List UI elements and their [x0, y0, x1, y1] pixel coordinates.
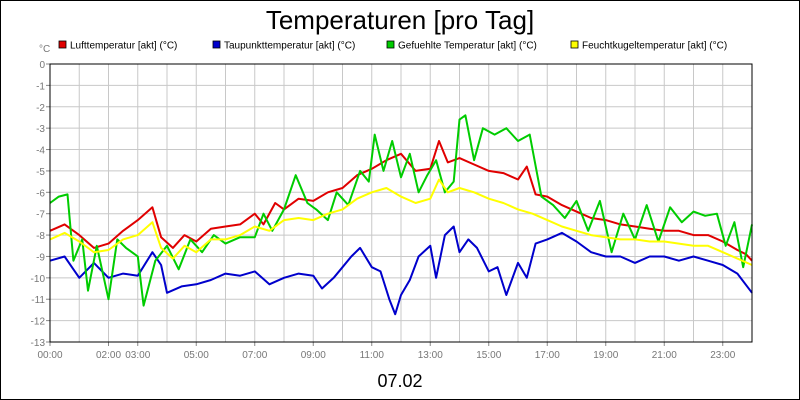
x-tick-label-9: 17:00 — [535, 350, 560, 361]
x-axis-ticks: 00:00 02:00 03:00 05:00 07:00 09:00 11:00 13:00… — [37, 342, 736, 361]
x-tick-label-10: 19:00 — [593, 350, 618, 361]
plot-border — [49, 63, 753, 343]
series-line-3 — [49, 178, 753, 266]
y-tick-label-5: -5 — [36, 167, 45, 178]
y-tick-label-6: -6 — [36, 188, 45, 199]
x-tick-label-5: 09:00 — [301, 350, 326, 361]
x-tick-label-0: 00:00 — [37, 350, 62, 361]
legend-swatch-2 — [386, 40, 395, 49]
x-tick-label-8: 15:00 — [476, 350, 501, 361]
y-tick-label-3: -3 — [36, 124, 45, 135]
x-tick-label-11: 21:00 — [652, 350, 677, 361]
x-tick-label-2: 03:00 — [125, 350, 150, 361]
chart-title: Temperaturen [pro Tag] — [266, 5, 534, 35]
legend-label-2: Gefuehlte Temperatur [akt] (°C) — [398, 41, 537, 52]
y-axis-unit: °C — [39, 44, 50, 55]
legend-swatch-0 — [58, 40, 67, 49]
y-tick-label-12: -12 — [31, 317, 46, 328]
grid — [50, 63, 752, 343]
y-tick-label-9: -9 — [36, 252, 45, 263]
legend-label-3: Feuchtkugeltemperatur [akt] (°C) — [582, 41, 727, 52]
y-axis-ticks: 0 -1 -2 -3 -4 -5 -6 -7 -8 -9 -10 -11 -12 -13 — [31, 60, 50, 349]
series-line-0 — [49, 140, 753, 262]
legend-label-1: Taupunkttemperatur [akt] (°C) — [224, 41, 355, 52]
legend-label-0: Lufttemperatur [akt] (°C) — [70, 41, 177, 52]
x-tick-label-12: 23:00 — [710, 350, 735, 361]
y-tick-label-0: 0 — [39, 60, 45, 71]
series-line-2 — [49, 114, 753, 307]
plot-lines — [49, 114, 753, 316]
legend-swatch-1 — [212, 40, 221, 49]
series-line-1 — [49, 225, 753, 316]
y-tick-label-4: -4 — [36, 146, 45, 157]
legend-swatch-3 — [570, 40, 579, 49]
legend: Lufttemperatur [akt] (°C) Taupunkttempera… — [58, 40, 727, 52]
y-tick-label-11: -11 — [31, 295, 45, 306]
x-tick-label-7: 13:00 — [418, 350, 443, 361]
y-tick-label-1: -1 — [36, 81, 45, 92]
y-tick-label-13: -13 — [31, 338, 46, 349]
y-tick-label-7: -7 — [36, 210, 45, 221]
x-tick-label-4: 07:00 — [242, 350, 267, 361]
x-tick-label-1: 02:00 — [96, 350, 121, 361]
x-axis-caption: 07.02 — [377, 371, 422, 391]
y-tick-label-2: -2 — [36, 103, 45, 114]
x-tick-label-6: 11:00 — [360, 350, 385, 361]
y-tick-label-10: -10 — [31, 274, 46, 285]
y-tick-label-8: -8 — [36, 231, 45, 242]
x-tick-label-3: 05:00 — [184, 350, 209, 361]
